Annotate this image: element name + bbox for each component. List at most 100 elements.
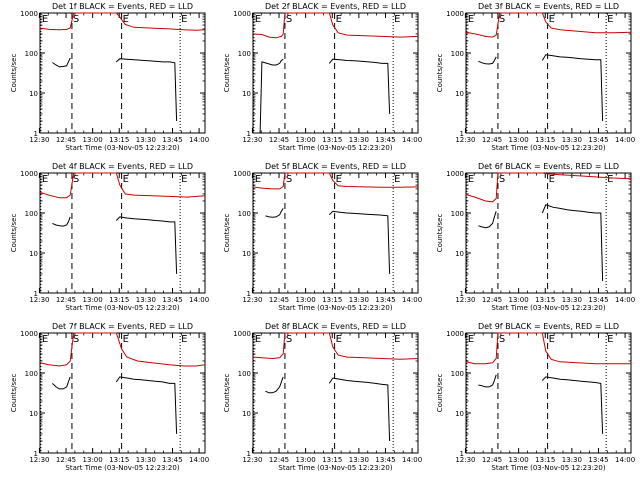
x-tick-label: 13:45	[162, 136, 182, 144]
series-events	[478, 211, 497, 229]
panel-9: Det 9f BLACK = Events, RED = LLD 1 10 100 10…	[436, 322, 635, 472]
y-tick-label: 1	[34, 290, 38, 298]
x-tick-label: 13:30	[562, 136, 582, 144]
marker-label-e: E	[42, 174, 48, 185]
x-tick-label: 13:00	[509, 136, 529, 144]
x-tick-label: 12:45	[482, 456, 502, 464]
marker-label-e: E	[181, 174, 187, 185]
marker-label-s: S	[286, 334, 292, 345]
marker-label-e: E	[468, 174, 474, 185]
x-tick-label: 13:45	[375, 456, 395, 464]
x-tick-label: 13:30	[349, 456, 369, 464]
y-axis-label: Counts/sec	[223, 214, 231, 253]
y-axis-label: Counts/sec	[10, 54, 18, 93]
y-tick-label: 10	[242, 410, 251, 418]
x-tick-label: 12:45	[269, 296, 289, 304]
x-tick-label: 13:15	[322, 296, 342, 304]
x-tick-label: 13:45	[588, 296, 608, 304]
marker-label-e: E	[394, 334, 400, 345]
x-tick-label: 13:45	[588, 136, 608, 144]
x-tick-label: 13:45	[162, 296, 182, 304]
x-tick-label: 14:00	[402, 136, 422, 144]
marker-label-s: S	[286, 174, 292, 185]
x-tick-label: 13:30	[349, 136, 369, 144]
marker-label-s: S	[499, 174, 505, 185]
panel-title: Det 6f BLACK = Events, RED = LLD	[478, 162, 619, 171]
marker-label-e: E	[549, 14, 555, 25]
x-tick-label: 13:15	[322, 136, 342, 144]
x-tick-label: 13:15	[322, 456, 342, 464]
x-tick-label: 13:00	[509, 296, 529, 304]
series-events	[52, 376, 71, 390]
plot-frame	[252, 172, 419, 294]
marker-label-s: S	[499, 334, 505, 345]
plot-frame	[465, 12, 632, 134]
x-tick-label: 12:45	[269, 456, 289, 464]
x-tick-label: 13:00	[83, 296, 103, 304]
y-tick-label: 10	[29, 250, 38, 258]
x-tick-label: 12:30	[29, 136, 49, 144]
x-tick-label: 13:30	[562, 296, 582, 304]
y-tick-label: 100	[238, 370, 251, 378]
y-tick-label: 1000	[233, 10, 251, 18]
y-tick-label: 1000	[233, 330, 251, 338]
y-tick-label: 1000	[446, 330, 464, 338]
marker-label-e: E	[549, 174, 555, 185]
marker-label-e: E	[336, 174, 342, 185]
marker-label-e: E	[607, 334, 613, 345]
panel-title: Det 4f BLACK = Events, RED = LLD	[52, 162, 193, 171]
x-tick-label: 13:00	[296, 296, 316, 304]
plot-frame	[252, 332, 419, 454]
x-tick-label: 13:00	[509, 456, 529, 464]
y-tick-label: 1	[34, 130, 38, 138]
series-events	[115, 58, 178, 122]
panel-title: Det 5f BLACK = Events, RED = LLD	[265, 162, 406, 171]
marker-label-e: E	[255, 174, 261, 185]
y-axis-label: Counts/sec	[10, 214, 18, 253]
panel-title: Det 2f BLACK = Events, RED = LLD	[265, 2, 406, 11]
marker-label-s: S	[286, 14, 292, 25]
x-tick-label: 13:00	[83, 136, 103, 144]
x-tick-label: 13:00	[83, 456, 103, 464]
x-tick-label: 13:30	[136, 136, 156, 144]
x-tick-label: 13:15	[535, 296, 555, 304]
x-tick-label: 13:15	[109, 136, 129, 144]
y-tick-label: 1000	[20, 170, 38, 178]
marker-label-e: E	[394, 174, 400, 185]
x-tick-label: 13:45	[162, 456, 182, 464]
x-tick-label: 14:00	[402, 456, 422, 464]
series-events	[259, 58, 284, 134]
marker-label-e: E	[468, 14, 474, 25]
series-lld	[465, 172, 632, 203]
x-axis-label: Start Time (03-Nov-05 12:23:20)	[491, 144, 605, 152]
marker-label-e: E	[255, 14, 261, 25]
y-tick-label: 1000	[20, 10, 38, 18]
x-tick-label: 14:00	[615, 456, 635, 464]
panel-1: Det 1f BLACK = Events, RED = LLD 1 10 100 10…	[10, 2, 209, 152]
marker-label-e: E	[607, 174, 613, 185]
x-axis-label: Start Time (03-Nov-05 12:23:20)	[278, 464, 392, 472]
panel-2: Det 2f BLACK = Events, RED = LLD 1 10 100 10…	[223, 2, 422, 152]
y-axis-label: Counts/sec	[10, 374, 18, 413]
marker-label-e: E	[468, 334, 474, 345]
x-tick-label: 14:00	[189, 456, 209, 464]
x-tick-label: 13:45	[588, 456, 608, 464]
series-events	[328, 58, 391, 114]
marker-label-e: E	[255, 334, 261, 345]
series-events	[328, 210, 391, 274]
y-tick-label: 1000	[446, 10, 464, 18]
y-tick-label: 1000	[446, 170, 464, 178]
marker-label-e: E	[42, 334, 48, 345]
x-tick-label: 12:30	[242, 456, 262, 464]
series-lld	[252, 332, 419, 360]
y-tick-label: 100	[238, 210, 251, 218]
series-lld	[39, 332, 206, 367]
x-tick-label: 14:00	[615, 296, 635, 304]
series-events	[478, 56, 497, 65]
x-axis-label: Start Time (03-Nov-05 12:23:20)	[491, 464, 605, 472]
x-tick-label: 13:15	[109, 296, 129, 304]
series-lld	[465, 12, 632, 38]
marker-label-e: E	[123, 14, 129, 25]
x-tick-label: 12:30	[242, 296, 262, 304]
